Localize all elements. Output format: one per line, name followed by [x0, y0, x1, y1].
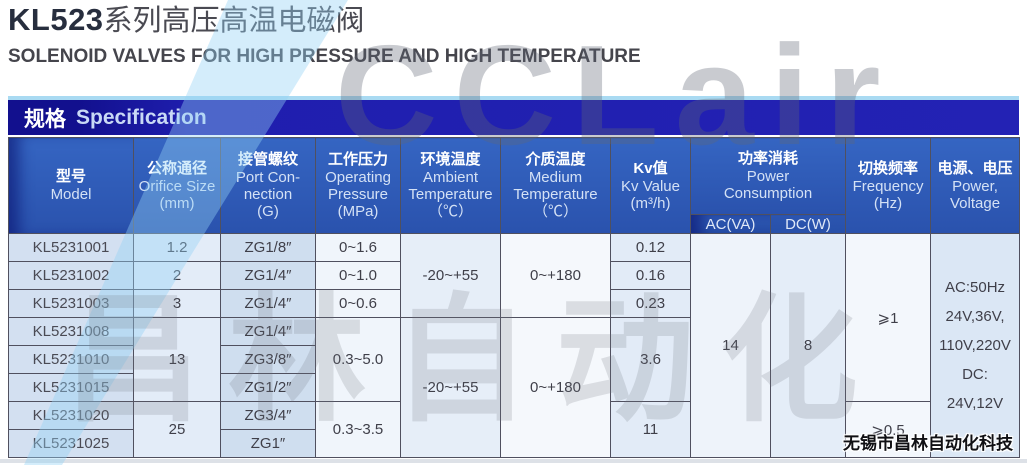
voltage-line: AC:50Hz: [945, 279, 1006, 296]
cell-orifice: 3: [133, 289, 221, 318]
col-header-voltage: 电源、电压 Power, Voltage: [930, 137, 1021, 234]
voltage-line: DC:: [962, 366, 988, 383]
cell-pressure: 0.3~5.0: [315, 317, 401, 402]
cell-medium: 0~+180: [500, 233, 611, 318]
cell-dc-power: 8: [769, 233, 847, 458]
cell-kv: 0.23: [610, 289, 691, 318]
table-row: KL5231025 ZG1″: [8, 429, 1020, 458]
table-row: KL5231020 25 ZG3/4″ 0.3~3.5 11 ⩾0.5: [8, 401, 1020, 458]
section-bar: 规格 Specification: [8, 96, 1019, 135]
table-row: KL5231001 1.2 ZG1/8″ 0~1.6 -20~+55 0~+18…: [8, 233, 1021, 458]
table-row: KL5231015 ZG1/2″: [8, 373, 1020, 402]
col-header-port: 接管螺纹 Port Con- nection (G): [220, 137, 316, 234]
spec-table: 型号 Model 公称通径 Orifice Size (mm) 接管螺纹 Por…: [8, 137, 1021, 458]
cell-model: KL5231020: [8, 401, 134, 430]
cell-ac-power: 14: [690, 233, 771, 458]
table-row: KL5231003 3 ZG1/4″ 0~0.6 0.23: [8, 289, 1020, 318]
col-header-frequency: 切换频率 Frequency (Hz): [845, 137, 932, 234]
cell-port: ZG1″: [220, 429, 316, 458]
cell-orifice: 1.2: [133, 233, 221, 262]
cell-pressure: 0~1.0: [315, 261, 401, 290]
cell-port: ZG1/4″: [220, 289, 316, 318]
page-title: KL523系列高压高温电磁阀: [8, 2, 641, 44]
col-header-pressure: 工作压力 Operating Pressure (MPa): [315, 137, 401, 234]
page-bottom-edge: [0, 459, 1027, 463]
cell-kv: 0.16: [610, 261, 691, 290]
series-title-cn: 系列高压高温电磁阀: [103, 5, 365, 37]
table-row: KL5231002 2 ZG1/4″ 0~1.0 0.16: [8, 261, 1020, 290]
cell-pressure: 0~1.6: [315, 233, 401, 262]
page-title-block: KL523系列高压高温电磁阀 SOLENOID VALVES FOR HIGH …: [8, 2, 641, 69]
voltage-line: 24V,36V,: [945, 308, 1005, 325]
spec-table-header: 型号 Model 公称通径 Orifice Size (mm) 接管螺纹 Por…: [8, 137, 1021, 234]
cell-medium: 0~+180: [500, 317, 611, 458]
cell-model: KL5231003: [8, 289, 134, 318]
col-header-power: 功率消耗 Power Consumption: [689, 137, 847, 215]
cell-port: ZG3/8″: [220, 345, 316, 374]
cell-pressure: 0~0.6: [315, 289, 401, 318]
cell-orifice: 2: [133, 261, 221, 290]
cell-model: KL5231002: [8, 261, 134, 290]
col-header-model: 型号 Model: [8, 137, 134, 234]
cell-orifice: 25: [133, 401, 221, 458]
cell-orifice: 13: [133, 317, 221, 402]
subcol-header-dc: DC(W): [769, 214, 847, 234]
cell-voltage: AC:50Hz 24V,36V, 110V,220V DC: 24V,12V: [930, 233, 1021, 458]
cell-frequency: ⩾1: [845, 233, 932, 402]
subcol-header-ac: AC(VA): [690, 214, 771, 234]
voltage-line: 24V,12V: [946, 395, 1004, 412]
cell-frequency: ⩾0.5: [845, 401, 932, 458]
cell-kv: 3.6: [610, 317, 691, 402]
page-subtitle: SOLENOID VALVES FOR HIGH PRESSURE AND HI…: [8, 46, 641, 67]
spec-table-body: KL5231001 1.2 ZG1/8″ 0~1.6 -20~+55 0~+18…: [8, 233, 1021, 458]
cell-ambient: -20~+55: [400, 233, 501, 318]
series-code: KL523: [8, 2, 104, 37]
cell-port: ZG1/4″: [220, 261, 316, 290]
section-title-en: Specification: [76, 105, 207, 129]
cell-ambient: -20~+55: [400, 317, 501, 458]
cell-model: KL5231015: [8, 373, 134, 402]
cell-kv: 11: [610, 401, 691, 458]
cell-pressure: 0.3~3.5: [315, 401, 401, 458]
col-header-kv: Kv值 Kv Value (m³/h): [610, 137, 691, 234]
col-header-ambient: 环境温度 Ambient Temperature （℃）: [400, 137, 501, 234]
cell-model: KL5231001: [8, 233, 134, 262]
cell-kv: 0.12: [610, 233, 691, 262]
cell-model: KL5231010: [8, 345, 134, 374]
voltage-line: 110V,220V: [939, 337, 1011, 354]
cell-port: ZG1/2″: [220, 373, 316, 402]
table-row: KL5231008 13 ZG1/4″ 0.3~5.0 -20~+55 0~+1…: [8, 317, 1020, 458]
cell-model: KL5231025: [8, 429, 134, 458]
cell-port: ZG1/8″: [220, 233, 316, 262]
col-header-orifice: 公称通径 Orifice Size (mm): [133, 137, 221, 234]
cell-port: ZG1/4″: [220, 317, 316, 346]
cell-port: ZG3/4″: [220, 401, 316, 430]
cell-model: KL5231008: [8, 317, 134, 346]
section-title-cn: 规格: [24, 107, 66, 131]
col-header-medium: 介质温度 Medium Temperature （℃）: [500, 137, 611, 234]
